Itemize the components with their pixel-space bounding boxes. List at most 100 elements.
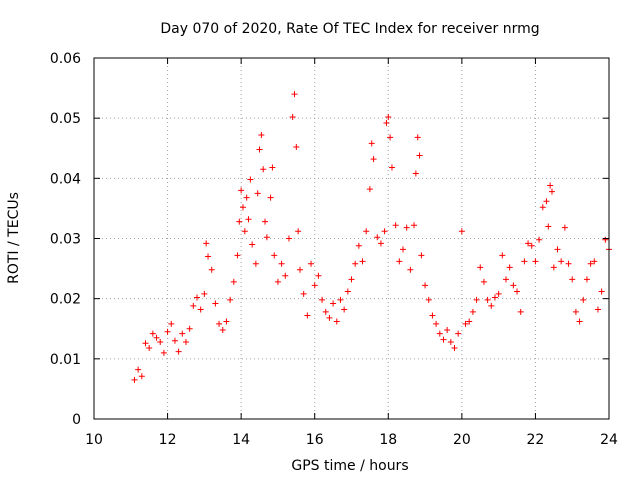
- data-point: [269, 164, 276, 171]
- data-point: [333, 318, 340, 325]
- data-point: [239, 204, 246, 211]
- data-point: [300, 290, 307, 297]
- data-point: [550, 264, 557, 271]
- data-point: [418, 252, 425, 259]
- data-point: [190, 302, 197, 309]
- data-point: [374, 234, 381, 241]
- data-points: [131, 91, 612, 383]
- data-point: [295, 228, 302, 235]
- x-tick-label: 24: [600, 432, 618, 448]
- data-point: [455, 330, 462, 337]
- data-point: [348, 276, 355, 283]
- data-point: [236, 218, 243, 225]
- data-point: [216, 320, 223, 327]
- data-point: [319, 296, 326, 303]
- x-axis-label: GPS time / hours: [291, 458, 408, 474]
- data-point: [536, 236, 543, 243]
- data-point: [444, 326, 451, 333]
- data-point: [138, 373, 145, 380]
- data-point: [245, 216, 252, 223]
- data-point: [532, 258, 539, 265]
- data-point: [491, 294, 498, 301]
- data-point: [506, 264, 513, 271]
- data-point: [429, 312, 436, 319]
- data-point: [517, 308, 524, 315]
- y-tick-label: 0.02: [50, 292, 81, 308]
- data-point: [503, 276, 509, 283]
- data-point: [175, 348, 182, 355]
- data-point: [297, 266, 303, 273]
- data-point: [462, 320, 469, 327]
- data-point: [521, 258, 528, 265]
- data-point: [153, 334, 160, 341]
- data-point: [227, 296, 234, 303]
- data-point: [368, 140, 375, 147]
- data-point: [267, 194, 274, 201]
- x-tick-label: 18: [379, 432, 397, 448]
- axis-ticks: 10 12 14 16 18 20 22 24 0 0.01 0.02 0.03 0.04 0.05 0.0…: [50, 51, 618, 448]
- data-point: [359, 258, 366, 265]
- data-point: [466, 318, 473, 325]
- data-point: [416, 152, 423, 159]
- data-point: [392, 222, 399, 229]
- data-point: [412, 170, 419, 177]
- data-point: [591, 258, 598, 265]
- data-point: [205, 253, 212, 260]
- data-point: [201, 290, 208, 297]
- data-point: [157, 338, 164, 345]
- y-tick-label: 0.06: [50, 51, 81, 67]
- data-point: [594, 306, 601, 313]
- data-point: [352, 260, 359, 267]
- data-point: [422, 282, 429, 289]
- data-point: [252, 260, 259, 267]
- data-point: [554, 246, 561, 253]
- data-point: [539, 204, 546, 211]
- data-point: [146, 345, 153, 352]
- data-point: [219, 326, 226, 333]
- data-point: [311, 282, 318, 289]
- data-point: [194, 294, 200, 301]
- data-point: [330, 300, 337, 307]
- data-point: [370, 156, 377, 163]
- data-point: [387, 134, 394, 141]
- data-point: [230, 278, 237, 285]
- data-point: [484, 296, 491, 303]
- data-point: [477, 264, 484, 271]
- data-point: [473, 296, 480, 303]
- data-point: [238, 187, 245, 194]
- data-point: [258, 132, 265, 139]
- data-point: [400, 246, 406, 253]
- data-point: [569, 276, 576, 283]
- data-point: [414, 134, 421, 141]
- data-point: [234, 252, 241, 259]
- data-point: [164, 328, 171, 335]
- data-point: [598, 288, 605, 295]
- data-point: [583, 276, 590, 283]
- data-point: [308, 260, 315, 267]
- data-point: [480, 278, 487, 285]
- y-tick-label: 0.05: [50, 111, 81, 127]
- data-point: [499, 252, 506, 259]
- data-point: [396, 258, 403, 265]
- data-point: [322, 308, 329, 315]
- data-point: [436, 330, 443, 337]
- data-point: [580, 296, 587, 303]
- data-point: [433, 320, 440, 327]
- y-tick-label: 0.01: [50, 352, 81, 368]
- data-point: [576, 318, 583, 325]
- data-point: [197, 306, 204, 313]
- data-point: [131, 376, 138, 383]
- data-point: [510, 282, 517, 289]
- y-tick-label: 0: [72, 412, 81, 428]
- data-point: [548, 188, 555, 195]
- data-point: [451, 345, 458, 352]
- data-point: [135, 366, 142, 373]
- data-point: [366, 186, 373, 193]
- chart-title: Day 070 of 2020, Rate Of TEC Index for r…: [160, 21, 539, 37]
- data-point: [203, 240, 210, 247]
- data-point: [587, 260, 594, 267]
- data-point: [458, 228, 465, 235]
- data-point: [249, 241, 256, 248]
